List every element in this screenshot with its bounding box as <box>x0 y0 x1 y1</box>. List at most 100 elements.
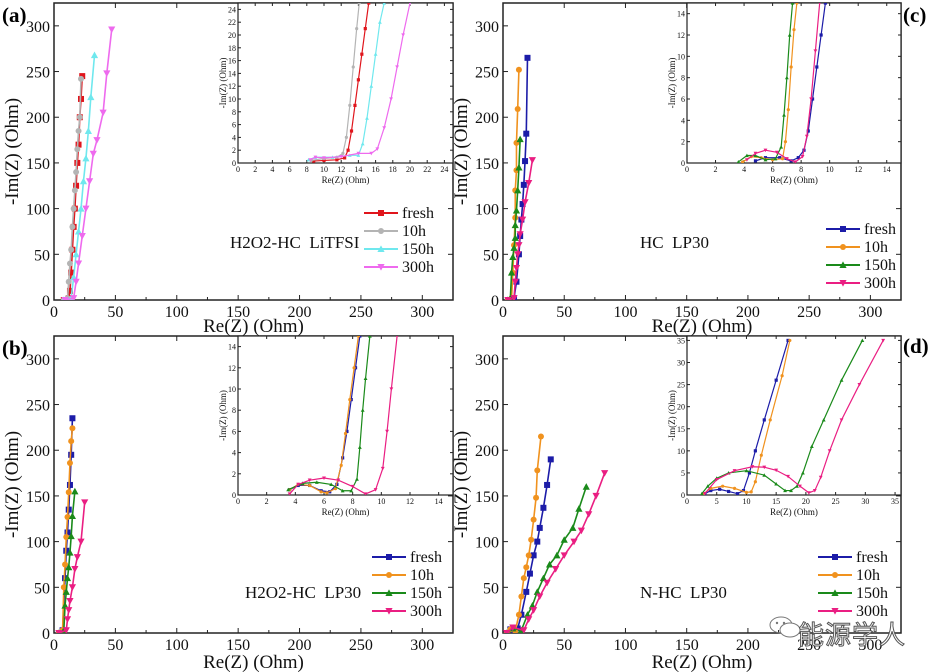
x-axis-label: Re(Z) (Ohm) <box>652 652 753 672</box>
data-point-300h <box>55 630 63 633</box>
y-tick-label: 300 <box>26 352 50 369</box>
y-tick-label: 8 <box>681 74 685 83</box>
data-point-fresh <box>65 506 72 513</box>
data-point-10h <box>339 463 343 467</box>
series-line-300h <box>506 472 606 633</box>
data-point-150h <box>774 482 779 486</box>
series-line-150h <box>58 491 76 633</box>
x-tick-label: 100 <box>613 304 637 321</box>
data-point-300h <box>592 492 600 500</box>
data-point-300h <box>408 3 412 5</box>
data-point-300h <box>77 538 85 546</box>
series-line-10h <box>507 69 520 300</box>
data-point-150h <box>314 480 319 484</box>
x-tick-label: 0 <box>685 165 689 174</box>
data-point-300h <box>516 231 524 238</box>
data-point-fresh <box>322 158 326 163</box>
data-point-150h <box>773 156 778 161</box>
y-tick-label: 10 <box>677 447 685 456</box>
y-tick-label: 150 <box>475 156 499 173</box>
y-tick-label: 12 <box>228 364 236 373</box>
data-point-fresh <box>73 182 80 189</box>
x-tick-label: 15 <box>772 497 780 506</box>
data-point-fresh <box>530 552 537 559</box>
legend-marker <box>831 608 839 615</box>
data-point-300h <box>339 155 344 159</box>
data-point-10h <box>351 65 355 69</box>
data-point-150h <box>787 33 792 37</box>
y-tick-label: 12 <box>677 31 685 40</box>
inset-frame <box>237 335 454 496</box>
data-point-10h <box>319 490 323 494</box>
legend-label: fresh <box>856 549 888 566</box>
data-point-10h <box>786 108 790 112</box>
data-point-10h <box>523 564 530 571</box>
data-point-10h <box>62 561 69 568</box>
data-point-300h <box>518 216 527 224</box>
data-point-fresh <box>819 33 823 37</box>
legend-label: 150h <box>402 241 434 258</box>
x-tick-label: 8 <box>305 165 309 174</box>
data-point-300h <box>753 151 758 156</box>
data-point-300h <box>543 579 551 587</box>
legend-label: 10h <box>402 223 426 240</box>
data-point-10h <box>788 338 792 343</box>
data-point-10h <box>348 103 352 107</box>
data-point-150h <box>523 611 532 618</box>
data-point-150h <box>90 51 99 59</box>
data-point-300h <box>82 205 90 213</box>
data-point-10h <box>515 611 522 618</box>
data-point-300h <box>514 251 522 258</box>
x-tick-label: 14 <box>883 165 891 174</box>
data-point-300h <box>809 97 814 101</box>
x-axis-label: Re(Z) (Ohm) <box>322 507 370 517</box>
y-axis-label: -Im(Z) (Ohm) <box>218 390 228 441</box>
legend-marker <box>378 228 384 234</box>
data-point-300h <box>108 26 116 34</box>
data-point-10h <box>68 246 75 253</box>
data-point-fresh <box>810 97 815 101</box>
x-tick-label: 18 <box>389 165 397 174</box>
data-point-150h <box>705 484 710 488</box>
data-point-150h <box>360 141 365 146</box>
data-point-fresh <box>762 418 766 422</box>
x-tick-label: 50 <box>107 637 123 654</box>
data-point-300h <box>296 482 301 487</box>
data-point-fresh <box>312 159 316 163</box>
data-point-fresh <box>786 338 790 343</box>
x-tick-label: 22 <box>423 165 431 174</box>
inset-series-group <box>306 3 412 163</box>
data-point-300h <box>86 178 94 185</box>
series-line-300h <box>58 502 86 633</box>
y-tick-label: 14 <box>228 343 236 352</box>
data-point-150h <box>70 273 78 281</box>
x-tick-label: 10 <box>742 497 750 506</box>
data-point-150h <box>349 488 354 493</box>
data-point-fresh <box>523 588 530 595</box>
data-point-fresh <box>709 488 713 493</box>
data-point-10h <box>533 494 540 501</box>
data-point-300h <box>818 475 823 480</box>
data-point-150h <box>575 505 583 512</box>
x-tick-label: 50 <box>556 304 572 321</box>
legend-marker <box>832 572 838 578</box>
data-point-150h <box>87 93 95 101</box>
chart-panel-d: 0 50 100 150 200 250 300050100150200250300Re(Z… <box>451 335 902 672</box>
legend-marker <box>832 554 838 560</box>
legend-label: 150h <box>864 257 896 274</box>
panel-label-c: (c) <box>903 3 927 27</box>
data-point-300h <box>520 627 528 633</box>
data-point-10h <box>783 140 788 144</box>
data-point-10h <box>780 157 785 161</box>
data-point-300h <box>774 150 779 155</box>
data-point-300h <box>786 474 790 479</box>
legend-label: fresh <box>402 205 434 222</box>
chart-panel-a: 0 50 100 150 200 250 300050100150200250300Re(Z… <box>2 2 454 337</box>
data-point-150h <box>569 524 577 531</box>
data-point-300h <box>800 155 805 159</box>
x-tick-label: 6 <box>771 165 775 174</box>
data-point-150h <box>789 488 793 493</box>
data-point-300h <box>714 477 719 482</box>
legend-marker <box>840 244 846 250</box>
y-tick-label: 50 <box>483 580 499 597</box>
